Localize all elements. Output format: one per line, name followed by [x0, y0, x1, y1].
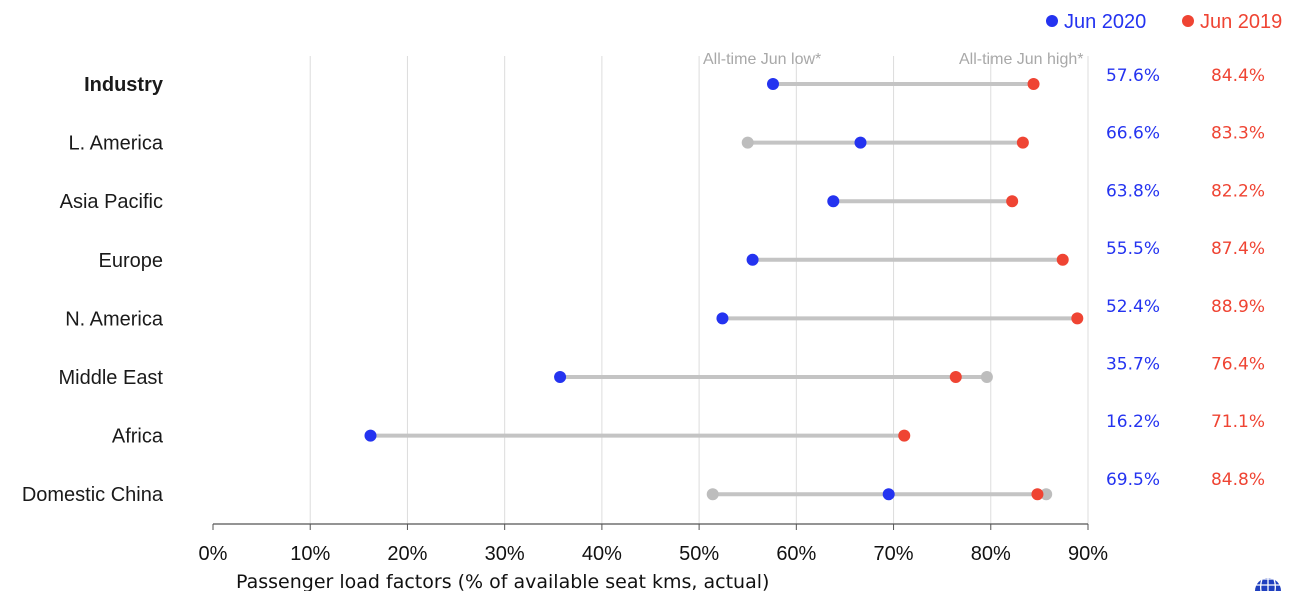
category-labels: Industry L. America Asia Pacific Europe N. A… — [22, 74, 164, 506]
grid-lines — [309, 56, 1089, 524]
data-dots — [364, 78, 1084, 501]
globe-icon — [1255, 578, 1281, 591]
x-tick-label: 30% — [485, 543, 525, 565]
x-tick-label: 20% — [387, 543, 427, 565]
value-label-jun2020: 35.7% — [1106, 355, 1160, 375]
value-label-jun2020: 57.6% — [1106, 66, 1160, 86]
legend-label-jun2019: Jun 2019 — [1200, 11, 1282, 33]
category-label: Industry — [84, 74, 164, 96]
value-label-jun2019: 71.1% — [1211, 412, 1265, 432]
x-tick-label: 70% — [874, 543, 914, 565]
dot-jun2020 — [882, 488, 895, 501]
dot-jun2020 — [364, 429, 377, 442]
dot-alltime-high — [980, 371, 993, 383]
value-label-jun2019: 88.9% — [1211, 297, 1265, 317]
value-label-jun2020: 55.5% — [1106, 239, 1160, 259]
dot-jun2019 — [1006, 195, 1019, 208]
category-label: Domestic China — [22, 484, 164, 506]
value-label-jun2020: 66.6% — [1106, 124, 1160, 144]
x-tick-label: 50% — [679, 543, 719, 565]
dot-alltime-low — [741, 136, 754, 149]
legend-dot-jun2019 — [1182, 15, 1194, 27]
x-tick-label: 10% — [290, 543, 330, 565]
dot-jun2020 — [767, 78, 779, 90]
value-label-jun2019: 83.3% — [1211, 124, 1265, 144]
x-tick-label: 90% — [1068, 543, 1108, 565]
category-label: L. America — [69, 133, 164, 155]
value-label-jun2019: 84.4% — [1211, 66, 1265, 86]
value-label-jun2019: 84.8% — [1211, 470, 1265, 490]
dot-jun2020 — [716, 312, 729, 325]
legend-label-jun2020: Jun 2020 — [1064, 11, 1146, 33]
x-axis-title: Passenger load factors (% of available s… — [236, 571, 769, 591]
dot-jun2019 — [1056, 253, 1069, 266]
category-label: Africa — [112, 426, 164, 448]
dot-jun2020 — [854, 136, 867, 149]
category-label: Asia Pacific — [60, 191, 163, 213]
dot-jun2019 — [1027, 78, 1040, 90]
value-label-jun2020: 52.4% — [1106, 297, 1160, 317]
dot-jun2020 — [827, 195, 840, 208]
dot-jun2019 — [898, 429, 911, 442]
category-label: Europe — [99, 250, 164, 272]
category-label: Middle East — [59, 367, 164, 389]
x-tick-label: 80% — [971, 543, 1011, 565]
value-label-jun2019: 87.4% — [1211, 239, 1265, 259]
value-label-jun2020: 16.2% — [1106, 412, 1160, 432]
annotation-alltime-high: All-time Jun high* — [959, 51, 1084, 68]
dot-jun2020 — [746, 253, 759, 266]
dot-jun2019 — [1016, 136, 1029, 149]
dot-jun2019 — [1031, 488, 1044, 501]
value-labels: 57.6% 84.4% 66.6% 83.3% 63.8% 82.2% 55.5% 87.4%… — [1106, 66, 1265, 490]
dot-jun2020 — [554, 371, 567, 383]
x-tick-label: 40% — [582, 543, 622, 565]
range-lines — [370, 82, 1078, 497]
dot-jun2019 — [949, 371, 962, 383]
annotation-alltime-low: All-time Jun low* — [703, 51, 821, 68]
value-label-jun2019: 76.4% — [1211, 355, 1265, 375]
legend-dot-jun2020 — [1046, 15, 1058, 27]
dot-alltime-low — [706, 488, 719, 501]
value-label-jun2020: 69.5% — [1106, 470, 1160, 490]
x-axis: 0% 10% 20% 30% 40% 50% 60% 70% 80% 90% — [199, 523, 1108, 565]
x-tick-label: 0% — [199, 543, 228, 565]
dot-alltime-high — [1040, 488, 1053, 501]
category-label: N. America — [65, 308, 164, 330]
dot-jun2019 — [1071, 312, 1084, 325]
value-label-jun2020: 63.8% — [1106, 181, 1160, 201]
x-tick-label: 60% — [776, 543, 816, 565]
value-label-jun2019: 82.2% — [1211, 181, 1265, 201]
legend: Jun 2020 Jun 2019 — [1046, 11, 1282, 33]
